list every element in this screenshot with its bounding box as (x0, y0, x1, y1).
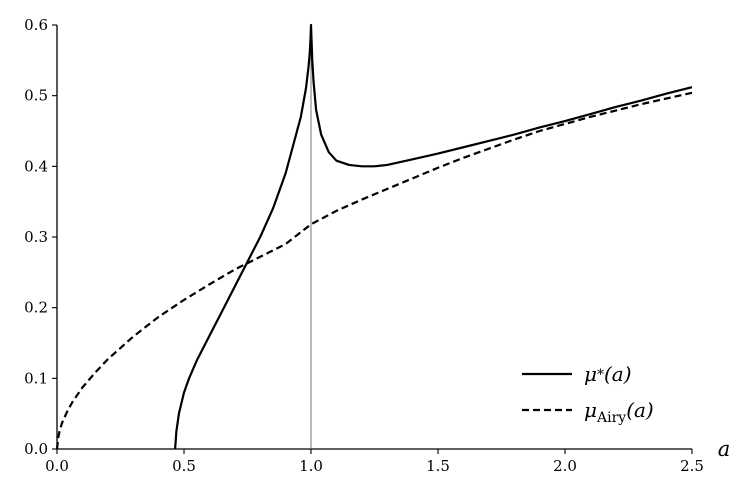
x-tick-label: 1.0 (299, 457, 323, 475)
y-tick-label: 0.6 (24, 16, 48, 34)
x-axis-title: a (718, 437, 731, 461)
x-tick-label: 0.0 (45, 457, 69, 475)
series-line-mu-star (174, 23, 693, 450)
x-tick-label: 1.5 (426, 457, 450, 475)
y-tick-label: 0.4 (24, 157, 48, 175)
x-tick-label: 2.5 (680, 457, 704, 475)
plot-area (55, 23, 693, 450)
ticks: 0.0 0.5 1.0 1.5 2.0 2.5 0.0 0.1 0.2 0.3 0.4 0.5 0.6 (24, 16, 704, 475)
legend-entry: μAiry(a) (584, 398, 654, 426)
legend: μ*(a) μAiry(a) (522, 362, 654, 426)
y-tick-label: 0.0 (24, 440, 48, 458)
x-tick-label: 2.0 (553, 457, 577, 475)
y-tick-label: 0.2 (24, 299, 48, 317)
y-tick-label: 0.5 (24, 87, 48, 105)
x-tick-label: 0.5 (172, 457, 196, 475)
legend-entry: μ*(a) (584, 362, 632, 386)
y-tick-label: 0.3 (24, 228, 48, 246)
y-tick-label: 0.1 (24, 369, 48, 387)
series-line-mu-airy (55, 91, 693, 450)
